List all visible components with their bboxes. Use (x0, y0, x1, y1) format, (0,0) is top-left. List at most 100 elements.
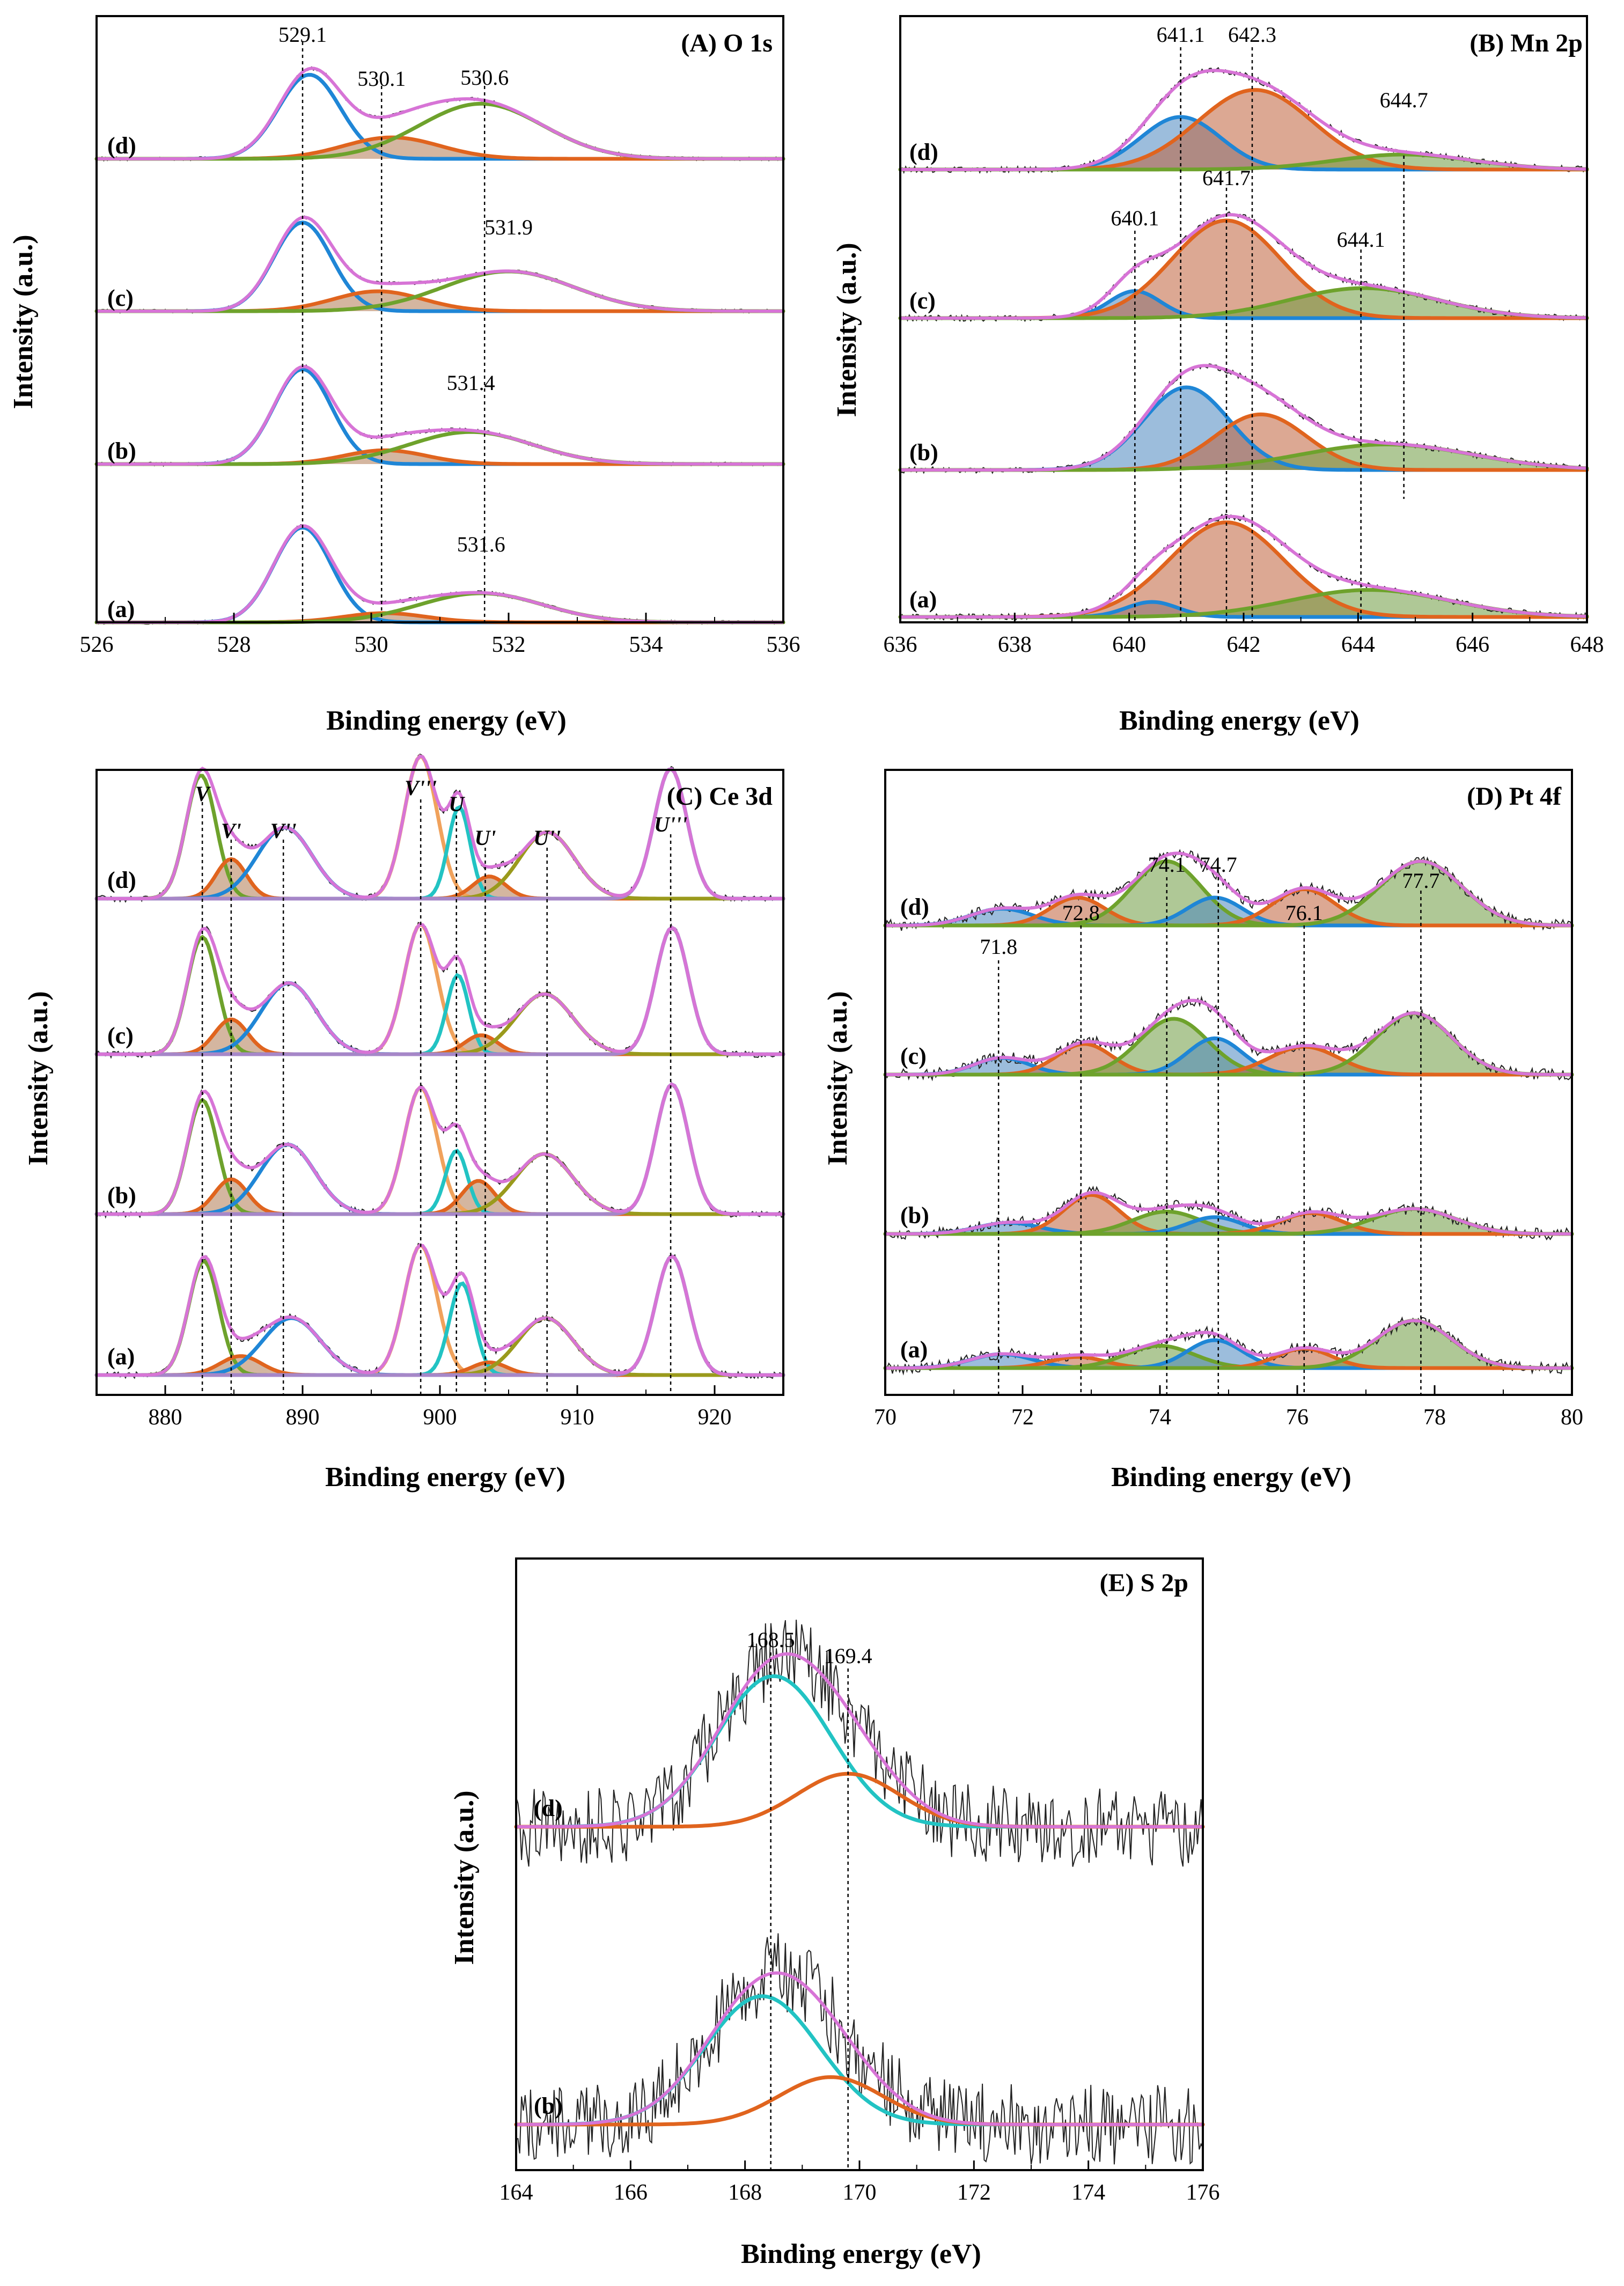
panel-e-ylabel: Intensity (a.u.) (449, 1790, 480, 1965)
component-fill (97, 859, 783, 899)
component-fill (885, 1013, 1572, 1075)
x-tick-label: 528 (217, 633, 251, 657)
trace-label: (d) (909, 139, 938, 165)
x-tick-label: 648 (1570, 633, 1604, 657)
component-line (514, 1994, 1205, 2127)
peak-annotation: 641.1 (1157, 23, 1205, 47)
peak-annotation: 644.1 (1337, 227, 1385, 252)
component-fill (900, 590, 1587, 617)
component-line (94, 525, 785, 624)
x-tick-label: 526 (80, 633, 114, 657)
trace (94, 1243, 785, 1379)
component-line (94, 825, 785, 901)
trace (514, 1933, 1205, 2165)
peak-annotation: U''' (654, 812, 687, 836)
component-line (94, 830, 785, 901)
panel-a-ylabel: Intensity (a.u.) (8, 234, 39, 409)
trace (898, 67, 1589, 174)
envelope-line (97, 922, 783, 1056)
peak-annotation: 76.1 (1285, 901, 1323, 925)
panel-d-title: (D) Pt 4f (1467, 782, 1562, 811)
x-tick-label: 890 (286, 1405, 320, 1430)
trace (94, 524, 785, 625)
peak-annotation: 644.7 (1380, 88, 1428, 112)
trace-label: (d) (107, 867, 136, 893)
peak-annotation: 530.6 (460, 65, 509, 90)
panel-a-title: (A) O 1s (681, 29, 773, 57)
peak-annotation: 642.3 (1228, 23, 1276, 47)
x-tick-label: 644 (1341, 633, 1375, 657)
x-tick-label: 638 (998, 633, 1032, 657)
raw-data-line (96, 364, 784, 467)
trace-label: (b) (909, 439, 938, 466)
panel-a: (a) (b) (c) (d) 529.1 530.1 530.6 531.9 531.4 531… (8, 15, 800, 736)
peak-annotation: 640.1 (1111, 206, 1159, 230)
trace (94, 364, 785, 467)
peak-annotation: 641.7 (1202, 166, 1251, 190)
envelope-line (900, 364, 1588, 472)
component-fill (885, 1195, 1572, 1234)
component-fill (900, 444, 1587, 470)
component-fill (885, 861, 1572, 925)
component-line (94, 1281, 785, 1377)
component-fill (97, 450, 783, 464)
trace-label: (d) (107, 133, 136, 159)
panel-b-xlabel: Binding energy (eV) (1119, 705, 1360, 736)
peak-annotation: 74.1 (1148, 852, 1186, 877)
trace (898, 513, 1589, 621)
panel-c-xlabel: Binding energy (eV) (325, 1462, 565, 1493)
x-tick-label: 70 (874, 1405, 896, 1430)
x-tick-label: 534 (629, 633, 663, 657)
peak-annotation: V (195, 782, 211, 806)
trace-label: (b) (107, 1182, 136, 1209)
x-tick-label: 176 (1186, 2180, 1220, 2205)
x-tick-label: 640 (1112, 633, 1146, 657)
x-tick-label: 76 (1286, 1405, 1309, 1430)
raw-data-line (516, 1933, 1203, 2165)
trace-label: (a) (107, 1343, 135, 1370)
peak-annotation: 168.5 (747, 1628, 795, 1652)
trace-label: (a) (909, 586, 937, 613)
panel-a-plot: (a) (b) (c) (d) 529.1 530.1 530.6 531.9 531.4 531… (80, 15, 800, 657)
panel-a-xlabel: Binding energy (eV) (326, 705, 567, 736)
x-tick-label: 172 (957, 2180, 991, 2205)
component-fill (97, 137, 783, 159)
envelope-line (97, 365, 783, 466)
x-tick-label: 646 (1456, 633, 1489, 657)
peak-annotation: V'' (270, 819, 297, 843)
panel-e-plot: (b) (d) 168.5 169.4 164 166 168 170 172 174 176 (499, 1557, 1220, 2205)
plot-frame (95, 15, 784, 623)
panel-d: (a) (b) (c) (d) 71.8 72.8 74.1 74.7 76.1 77.7 70 72… (822, 769, 1583, 1493)
peak-annotation: 72.8 (1062, 901, 1100, 925)
x-tick-label: 910 (561, 1405, 594, 1430)
x-tick-label: 536 (767, 633, 800, 657)
trace (514, 1620, 1205, 1867)
component-fill (900, 414, 1587, 470)
trace-label: (b) (107, 438, 136, 464)
component-fill (900, 220, 1587, 318)
trace (883, 995, 1574, 1082)
panel-c: (a) (b) (c) (d) V V' V'' V''' U U' U'' U''' 880 890 90… (23, 753, 785, 1493)
panel-e: (b) (d) 168.5 169.4 164 166 168 170 172 174 176 (E… (449, 1557, 1220, 2269)
x-tick-label: 164 (499, 2180, 533, 2205)
trace-label: (a) (900, 1336, 928, 1363)
trace-label: (c) (107, 1023, 134, 1049)
panel-c-title: (C) Ce 3d (667, 782, 773, 811)
component-line (94, 1152, 785, 1216)
trace (94, 66, 785, 162)
x-tick-label: 530 (355, 633, 388, 657)
trace (883, 1185, 1574, 1241)
x-tick-label: 174 (1071, 2180, 1105, 2205)
trace (883, 849, 1574, 931)
envelope-line (97, 67, 783, 160)
envelope-line (885, 851, 1572, 927)
component-fill (900, 90, 1587, 170)
trace-label: (c) (900, 1043, 927, 1069)
panel-b: (a) (b) (c) (d) 641.1 642.3 644.7 640.1 641.7 644… (832, 15, 1604, 736)
trace-label: (b) (900, 1202, 929, 1229)
component-line (94, 1316, 785, 1377)
x-tick-label: 166 (614, 2180, 648, 2205)
component-fill (885, 1340, 1572, 1368)
x-tick-label: 80 (1561, 1405, 1583, 1430)
